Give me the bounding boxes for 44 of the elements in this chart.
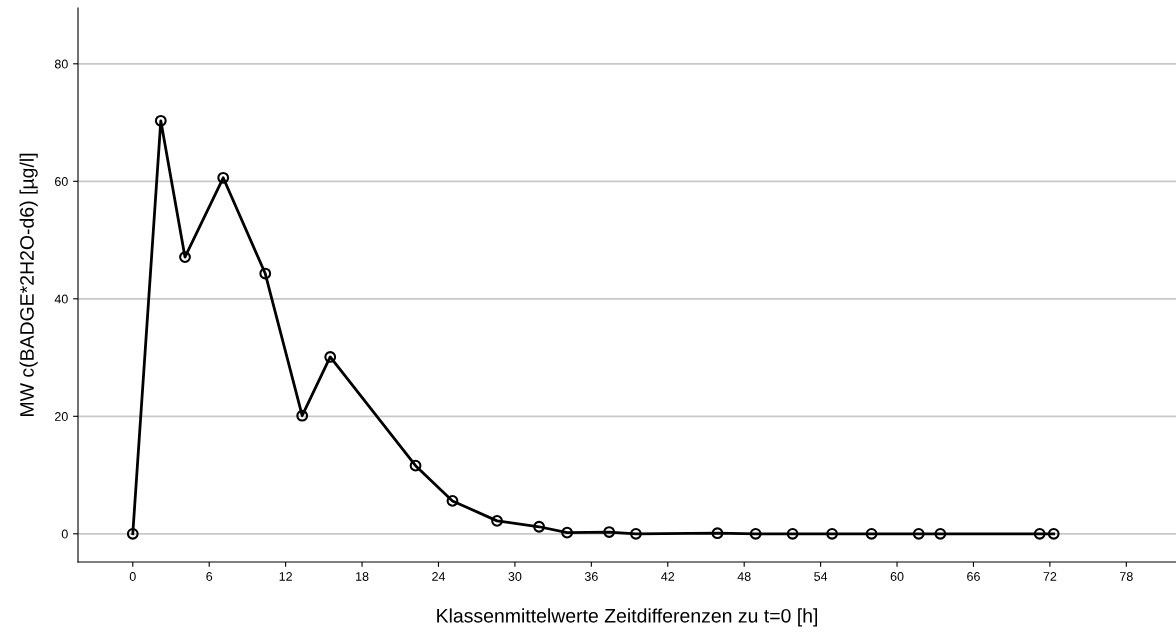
x-tick-label: 78 xyxy=(1120,572,1133,581)
x-tick-label: 36 xyxy=(584,572,598,581)
point xyxy=(934,527,947,540)
point xyxy=(711,527,724,540)
point xyxy=(446,495,459,507)
point xyxy=(1047,527,1060,540)
point xyxy=(786,527,799,540)
point xyxy=(491,514,503,527)
point xyxy=(749,527,762,540)
x-axis-title: Klassenmittelwerte Zeitdifferenzen zu t=0 [h] xyxy=(437,608,818,627)
y-tick-label: 60 xyxy=(55,177,68,186)
y-axis-title: MW c(BADGE*2H2O-d6) [µg/l] xyxy=(19,153,38,416)
point xyxy=(217,171,230,184)
point xyxy=(533,520,546,533)
y-tick-label: 40 xyxy=(54,294,68,304)
point xyxy=(630,527,642,540)
y-tick-label: 80 xyxy=(54,59,68,69)
x-tick-label: 18 xyxy=(356,572,369,581)
x-tick-label: 42 xyxy=(661,572,675,581)
point xyxy=(296,409,309,422)
point xyxy=(1033,527,1046,540)
x-tick-label: 60 xyxy=(890,572,904,581)
point xyxy=(561,526,574,539)
point xyxy=(865,527,878,540)
y-tick-label: 20 xyxy=(55,412,68,421)
x-tick-label: 0 xyxy=(129,572,136,581)
point xyxy=(179,251,191,263)
x-tick-label: 24 xyxy=(432,572,446,581)
point xyxy=(126,527,139,540)
x-tick-label: 66 xyxy=(967,572,980,581)
x-tick-label: 6 xyxy=(206,572,213,581)
point xyxy=(259,267,272,280)
point xyxy=(603,526,616,538)
point xyxy=(912,527,925,540)
point xyxy=(826,527,838,540)
x-tick-label: 72 xyxy=(1043,572,1057,581)
point xyxy=(409,459,422,472)
x-tick-label: 54 xyxy=(814,572,828,581)
point xyxy=(324,351,337,363)
x-tick-label: 12 xyxy=(279,572,292,581)
point xyxy=(154,114,167,127)
y-tick-label: 0 xyxy=(61,529,68,539)
x-tick-label: 48 xyxy=(737,572,751,581)
x-tick-label: 30 xyxy=(508,572,522,581)
